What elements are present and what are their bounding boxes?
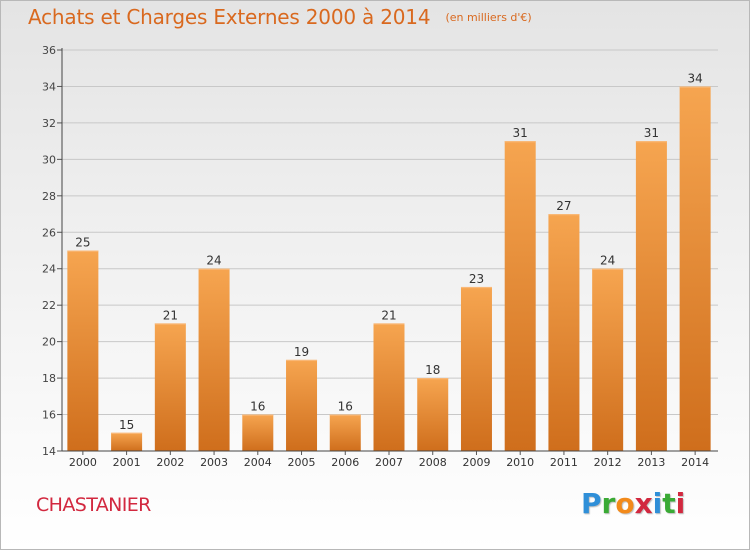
data-label: 24 <box>206 254 221 268</box>
bar-highlight <box>286 359 318 362</box>
data-label: 34 <box>687 71 702 85</box>
x-tick-label: 2002 <box>156 456 184 469</box>
bar <box>679 86 711 452</box>
bar-highlight <box>460 286 492 289</box>
bar <box>286 359 318 451</box>
data-label: 23 <box>469 272 484 286</box>
data-label: 21 <box>381 308 396 322</box>
bar-highlight <box>417 378 449 380</box>
bar <box>417 378 449 451</box>
y-tick-label: 24 <box>42 263 56 276</box>
data-label: 18 <box>425 363 440 377</box>
bar-highlight <box>679 86 711 88</box>
bar <box>504 141 536 452</box>
bar-highlight <box>373 323 405 325</box>
bar <box>460 286 492 451</box>
x-tick-label: 2009 <box>462 456 490 469</box>
bar-highlight <box>635 141 667 143</box>
y-tick-label: 26 <box>42 226 56 239</box>
data-label: 27 <box>556 199 571 213</box>
x-tick-label: 2007 <box>375 456 403 469</box>
y-tick-label: 32 <box>42 117 56 130</box>
bar-highlight <box>504 141 536 143</box>
title-row: Achats et Charges Externes 2000 à 2014 (… <box>28 5 532 29</box>
data-label: 31 <box>513 126 528 140</box>
bar <box>373 323 405 451</box>
data-label: 16 <box>250 400 265 414</box>
y-tick-label: 28 <box>42 190 56 203</box>
brand-letter: P <box>581 487 602 520</box>
x-tick-label: 2008 <box>419 456 447 469</box>
data-label: 15 <box>119 418 134 432</box>
brand-letter: r <box>601 487 616 520</box>
data-label: 25 <box>75 236 90 250</box>
brand-letter: i <box>675 487 686 520</box>
y-tick-label: 36 <box>42 44 56 57</box>
x-tick-label: 2006 <box>331 456 359 469</box>
bar-highlight <box>329 414 361 416</box>
bar <box>198 268 230 451</box>
x-tick-label: 2001 <box>113 456 141 469</box>
bar-highlight <box>111 432 143 434</box>
x-tick-label: 2010 <box>506 456 534 469</box>
y-tick-label: 20 <box>42 336 56 349</box>
x-tick-label: 2014 <box>681 456 709 469</box>
brand-logo: Proxiti <box>581 490 685 518</box>
place-name: CHASTANIER <box>36 494 151 516</box>
x-tick-label: 2004 <box>244 456 272 469</box>
axes <box>57 48 718 455</box>
y-tick-label: 16 <box>42 409 56 422</box>
y-tick-label: 22 <box>42 299 56 312</box>
data-label: 16 <box>338 400 353 414</box>
x-tick-label: 2003 <box>200 456 228 469</box>
y-tick-label: 18 <box>42 372 56 385</box>
bar <box>154 323 186 451</box>
brand-letter: t <box>662 487 676 520</box>
y-tick-label: 30 <box>42 153 56 166</box>
bar-highlight <box>592 268 624 270</box>
bar-highlight <box>242 414 274 416</box>
bar <box>635 141 667 452</box>
bar-highlight <box>548 214 580 216</box>
bar <box>592 268 624 451</box>
labels: 14 16 18 20 22 24 26 28 30 32 34 36 25 2000 15 2001 21 20… <box>42 44 709 469</box>
x-tick-label: 2005 <box>288 456 316 469</box>
x-tick-label: 2011 <box>550 456 578 469</box>
y-tick-label: 14 <box>42 445 56 458</box>
bar-highlight <box>67 250 99 252</box>
bar <box>329 414 361 451</box>
bar <box>242 414 274 451</box>
data-label: 31 <box>644 126 659 140</box>
bars <box>67 86 711 452</box>
bar-highlight <box>154 323 186 325</box>
data-label: 21 <box>163 308 178 322</box>
data-label: 24 <box>600 254 615 268</box>
bar <box>111 432 143 451</box>
chart-subtitle: (en milliers d'€) <box>445 11 532 24</box>
x-tick-label: 2000 <box>69 456 97 469</box>
y-tick-label: 34 <box>42 80 56 93</box>
bar <box>548 214 580 451</box>
x-tick-label: 2012 <box>594 456 622 469</box>
chart-title: Achats et Charges Externes 2000 à 2014 <box>28 5 431 29</box>
bar-highlight <box>198 268 230 270</box>
brand-letter: o <box>615 487 635 520</box>
brand-letter: i <box>652 487 663 520</box>
x-tick-label: 2013 <box>637 456 665 469</box>
brand-letter: x <box>634 487 653 520</box>
bar <box>67 250 99 451</box>
data-label: 19 <box>294 345 309 359</box>
